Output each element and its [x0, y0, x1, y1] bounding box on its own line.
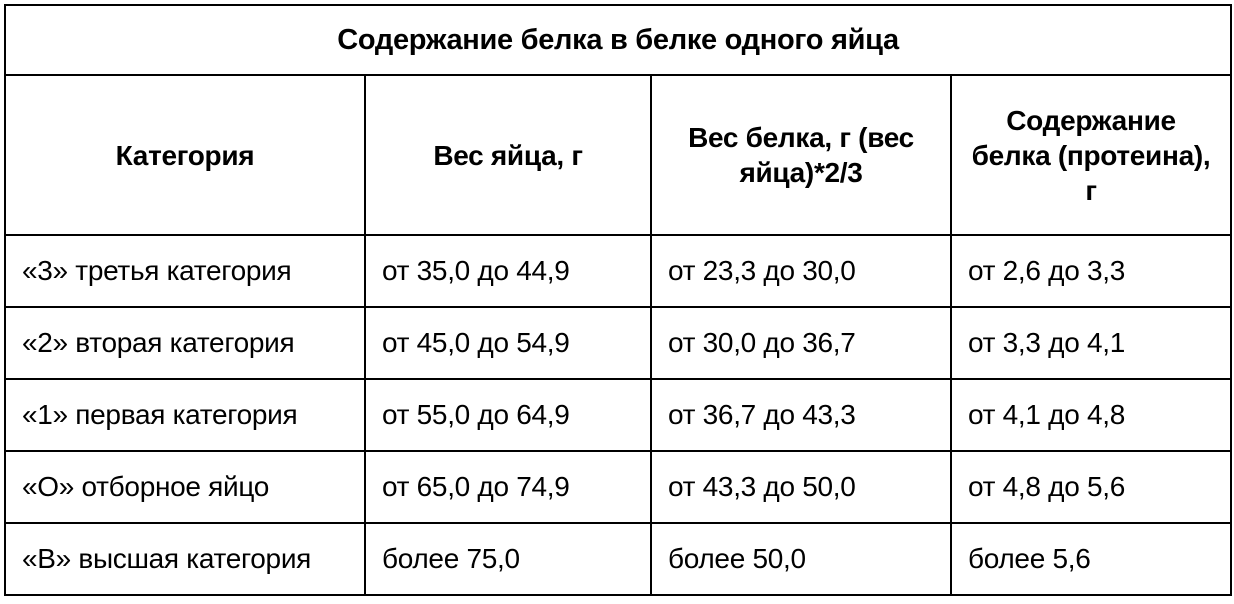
table-title: Содержание белка в белке одного яйца — [5, 5, 1231, 75]
cell-category: «В» высшая категория — [5, 523, 365, 595]
cell-category: «2» вторая категория — [5, 307, 365, 379]
cell-protein-content: от 4,1 до 4,8 — [951, 379, 1231, 451]
cell-white-weight: от 36,7 до 43,3 — [651, 379, 951, 451]
cell-category: «1» первая категория — [5, 379, 365, 451]
table-row: «В» высшая категория более 75,0 более 50… — [5, 523, 1231, 595]
cell-protein-content: от 4,8 до 5,6 — [951, 451, 1231, 523]
cell-egg-weight: от 65,0 до 74,9 — [365, 451, 651, 523]
cell-protein-content: от 2,6 до 3,3 — [951, 235, 1231, 307]
table-row: «3» третья категория от 35,0 до 44,9 от … — [5, 235, 1231, 307]
title-row: Содержание белка в белке одного яйца — [5, 5, 1231, 75]
table-row: «2» вторая категория от 45,0 до 54,9 от … — [5, 307, 1231, 379]
protein-table: Содержание белка в белке одного яйца Кат… — [4, 4, 1232, 596]
col-header-category: Категория — [5, 75, 365, 235]
table-row: «О» отборное яйцо от 65,0 до 74,9 от 43,… — [5, 451, 1231, 523]
col-header-protein-content: Содержание белка (протеина), г — [951, 75, 1231, 235]
cell-protein-content: от 3,3 до 4,1 — [951, 307, 1231, 379]
cell-white-weight: от 23,3 до 30,0 — [651, 235, 951, 307]
cell-egg-weight: более 75,0 — [365, 523, 651, 595]
cell-egg-weight: от 35,0 до 44,9 — [365, 235, 651, 307]
table-row: «1» первая категория от 55,0 до 64,9 от … — [5, 379, 1231, 451]
cell-egg-weight: от 45,0 до 54,9 — [365, 307, 651, 379]
cell-category: «3» третья категория — [5, 235, 365, 307]
cell-white-weight: более 50,0 — [651, 523, 951, 595]
header-row: Категория Вес яйца, г Вес белка, г (вес … — [5, 75, 1231, 235]
cell-white-weight: от 30,0 до 36,7 — [651, 307, 951, 379]
cell-white-weight: от 43,3 до 50,0 — [651, 451, 951, 523]
col-header-egg-weight: Вес яйца, г — [365, 75, 651, 235]
cell-protein-content: более 5,6 — [951, 523, 1231, 595]
cell-category: «О» отборное яйцо — [5, 451, 365, 523]
cell-egg-weight: от 55,0 до 64,9 — [365, 379, 651, 451]
col-header-white-weight: Вес белка, г (вес яйца)*2/3 — [651, 75, 951, 235]
